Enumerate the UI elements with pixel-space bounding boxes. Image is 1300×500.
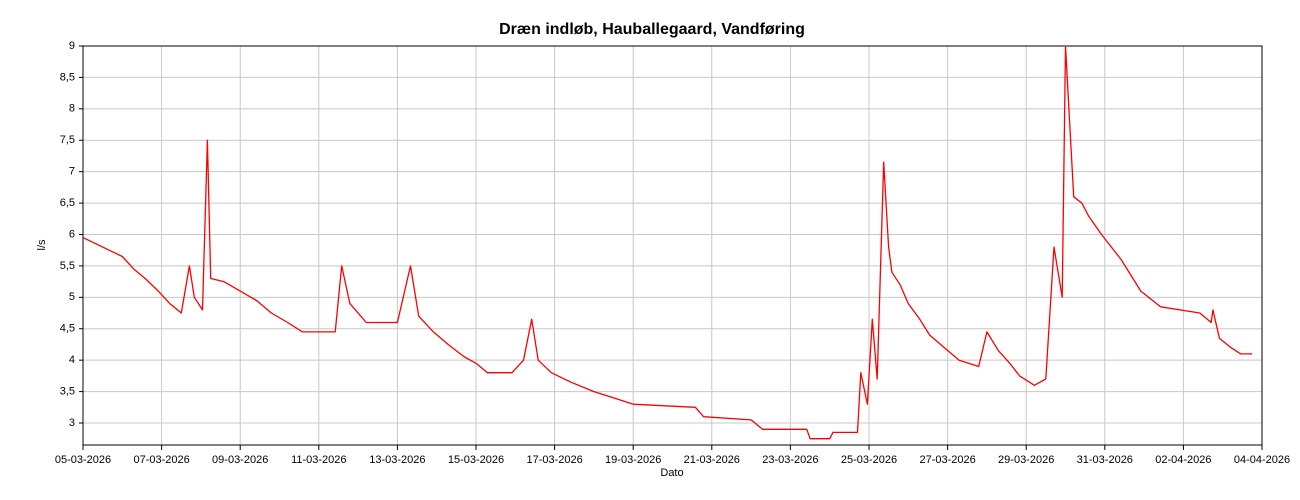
x-tick-label: 25-03-2026 <box>841 454 897 466</box>
x-tick-label: 02-04-2026 <box>1155 454 1211 466</box>
y-tick-label: 7 <box>69 166 75 178</box>
x-tick-label: 23-03-2026 <box>762 454 818 466</box>
plot-frame <box>82 45 1263 446</box>
x-tick-label: 11-03-2026 <box>291 454 346 466</box>
y-tick-label: 7,5 <box>60 134 75 146</box>
y-tick-label: 3,5 <box>60 385 75 397</box>
x-tick-label: 13-03-2026 <box>369 454 425 466</box>
y-tick-label: 6,5 <box>60 197 75 209</box>
x-tick-label: 31-03-2026 <box>1077 454 1133 466</box>
x-tick-label: 27-03-2026 <box>919 454 975 466</box>
x-tick-label: 19-03-2026 <box>605 454 661 466</box>
y-tick-label: 9 <box>69 40 75 52</box>
y-tick-label: 5 <box>69 291 75 303</box>
x-tick-label: 15-03-2026 <box>448 454 504 466</box>
y-axis-label: l/s <box>36 239 48 251</box>
data-line <box>82 45 1253 440</box>
chart-title: Dræn indløb, Hauballegaard, Vandføring <box>499 21 805 38</box>
x-tick-label: 07-03-2026 <box>133 454 189 466</box>
y-tick-label: 4 <box>69 354 75 366</box>
x-tick-label: 09-03-2026 <box>212 454 268 466</box>
x-tick-label: 17-03-2026 <box>526 454 582 466</box>
x-tick-label: 04-04-2026 <box>1234 454 1290 466</box>
x-tick-label: 29-03-2026 <box>998 454 1054 466</box>
y-tick-label: 8 <box>69 103 75 115</box>
x-tick-label: 21-03-2026 <box>684 454 740 466</box>
y-tick-label: 4,5 <box>60 323 75 335</box>
y-tick-label: 6 <box>69 228 75 240</box>
y-tick-label: 5,5 <box>60 260 75 272</box>
x-axis-label: Dato <box>660 467 683 479</box>
x-tick-label: 05-03-2026 <box>55 454 111 466</box>
y-tick-label: 3 <box>69 417 75 429</box>
y-tick-label: 8,5 <box>60 71 75 83</box>
